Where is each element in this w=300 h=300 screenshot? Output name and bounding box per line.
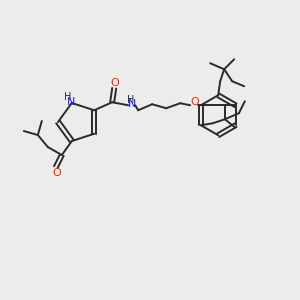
Text: O: O <box>52 168 61 178</box>
Text: N: N <box>128 99 136 109</box>
Text: O: O <box>111 78 120 88</box>
Text: N: N <box>67 97 75 107</box>
Text: H: H <box>128 95 135 105</box>
Text: O: O <box>191 97 200 107</box>
Text: H: H <box>64 92 71 102</box>
